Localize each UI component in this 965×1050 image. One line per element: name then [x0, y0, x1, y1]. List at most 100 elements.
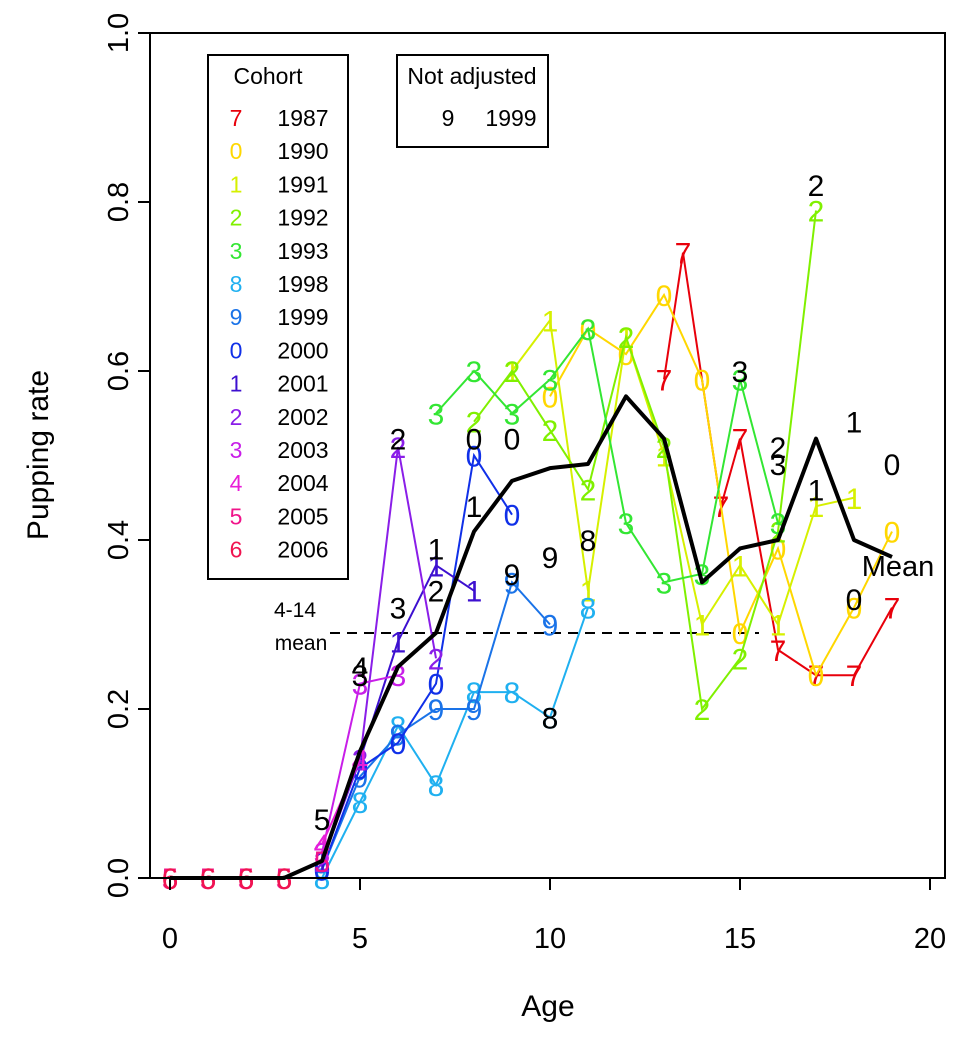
series-point-label: 1 [428, 550, 445, 583]
legend-label: 2000 [277, 337, 328, 363]
series-point-label: 0 [884, 517, 901, 550]
y-axis-label: Pupping rate [22, 370, 55, 540]
unadjusted-point-label: 9 [504, 559, 521, 592]
y-tick-label: 0.4 [103, 520, 135, 560]
legend-symbol: 2 [230, 404, 243, 430]
unadjusted-point-label: 2 [808, 170, 825, 203]
not-adjusted-label: 1999 [485, 105, 536, 131]
x-tick-label: 20 [914, 923, 946, 955]
mean-line [170, 394, 893, 880]
series-point-label: 3 [466, 356, 483, 389]
series-point-label: 7 [770, 635, 787, 668]
unadjusted-point-label: 3 [390, 593, 407, 626]
unadjusted-point-label: 1 [466, 491, 483, 524]
series-line [435, 326, 779, 584]
unadjusted-point-label: 8 [542, 702, 559, 735]
legend-symbol: 6 [230, 537, 243, 563]
legend-symbol: 8 [230, 271, 243, 297]
series-point-label: 1 [542, 305, 559, 338]
series-point-label: 2 [504, 356, 521, 389]
x-tick-label: 10 [534, 923, 566, 955]
series-line [549, 292, 893, 678]
legend-label: 1992 [277, 205, 328, 231]
series-point-label: 3 [618, 508, 635, 541]
series-point-label: 9 [504, 567, 521, 600]
legend-label: 1993 [277, 238, 328, 264]
series-line [473, 210, 817, 712]
series-line [321, 674, 399, 853]
legend-symbol: 1 [230, 171, 243, 197]
legend-label: 2004 [277, 470, 328, 496]
axes-group: 0 5 10 15 200.00.20.40.60.81.0 [103, 13, 946, 955]
series-point-label: 8 [580, 593, 597, 626]
series-point-label: 4 [352, 745, 369, 778]
unadjusted-point-label: 0 [846, 584, 863, 617]
legend-label: 1987 [277, 105, 328, 131]
series-point-label: 3 [732, 364, 749, 397]
legend-symbol: 3 [230, 437, 243, 463]
series-point-label: 3 [504, 398, 521, 431]
legend-title: Cohort [233, 63, 303, 89]
series-point-label: 3 [428, 398, 445, 431]
legend-symbol: 3 [230, 238, 243, 264]
legend-label: 1999 [277, 304, 328, 330]
reference-label-line1: 4-14 [274, 599, 316, 622]
series-point-label: 1 [732, 550, 749, 583]
unadjusted-point-label: 4 [352, 652, 369, 685]
y-tick-label: 0.6 [103, 351, 135, 391]
not-adjusted-box: Not adjusted 9 1999 [396, 54, 549, 148]
unadjusted-point-label: 2 [770, 432, 787, 465]
unadjusted-point-label: 0 [884, 449, 901, 482]
series-point-label: 9 [466, 694, 483, 727]
legend-symbol: 1 [230, 371, 243, 397]
unadjusted-point-label: 1 [428, 533, 445, 566]
plot-frame [149, 32, 946, 879]
series-point-label: 0 [390, 728, 407, 761]
series-point-label: 8 [542, 702, 559, 735]
legend-label: 2006 [277, 537, 328, 563]
legend-label: 2002 [277, 404, 328, 430]
x-tick-label: 5 [352, 923, 368, 955]
reference-label-line2: mean [275, 632, 328, 655]
series-line [321, 607, 589, 879]
unadjusted-point-label: 5 [314, 804, 331, 837]
x-tick-label: 0 [162, 923, 178, 955]
series-point-label: 2 [808, 195, 825, 228]
unadjusted-point-label: 1 [846, 407, 863, 440]
legend-symbol: 5 [230, 503, 243, 529]
legend-label: 1991 [277, 171, 328, 197]
series-point-label: 0 [808, 660, 825, 693]
series-point-label: 2 [580, 474, 597, 507]
legend-label: 2003 [277, 437, 328, 463]
legend-box [207, 54, 349, 580]
series-point-label: 3 [656, 567, 673, 600]
series-line [511, 317, 855, 628]
series-point-label: 9 [542, 610, 559, 643]
series-point-label: 0 [694, 364, 711, 397]
series-point-label: 0 [846, 593, 863, 626]
series-point-label: 1 [580, 576, 597, 609]
series-point-label: 7 [846, 660, 863, 693]
x-tick-label: 15 [724, 923, 756, 955]
series-point-label: 3 [390, 660, 407, 693]
not-adjusted-title: Not adjusted [407, 63, 536, 89]
cohort-legend: Cohort 7 1987 0 1990 1 1991 2 1992 3 1993 8 1998 9 19… [207, 54, 349, 580]
series-point-label: 2 [618, 322, 635, 355]
mean-line-group: Mean [170, 394, 934, 880]
series-point-label: 8 [466, 677, 483, 710]
unadjusted-point-label: 8 [580, 525, 597, 558]
unadjusted-point-label: 2 [390, 424, 407, 457]
legend-symbol: 0 [230, 138, 243, 164]
series-point-label: 2 [466, 407, 483, 440]
series-point-label: 7 [656, 364, 673, 397]
legend-label: 1998 [277, 271, 328, 297]
series-point-label: 9 [428, 694, 445, 727]
series-point-label: 1 [846, 483, 863, 516]
